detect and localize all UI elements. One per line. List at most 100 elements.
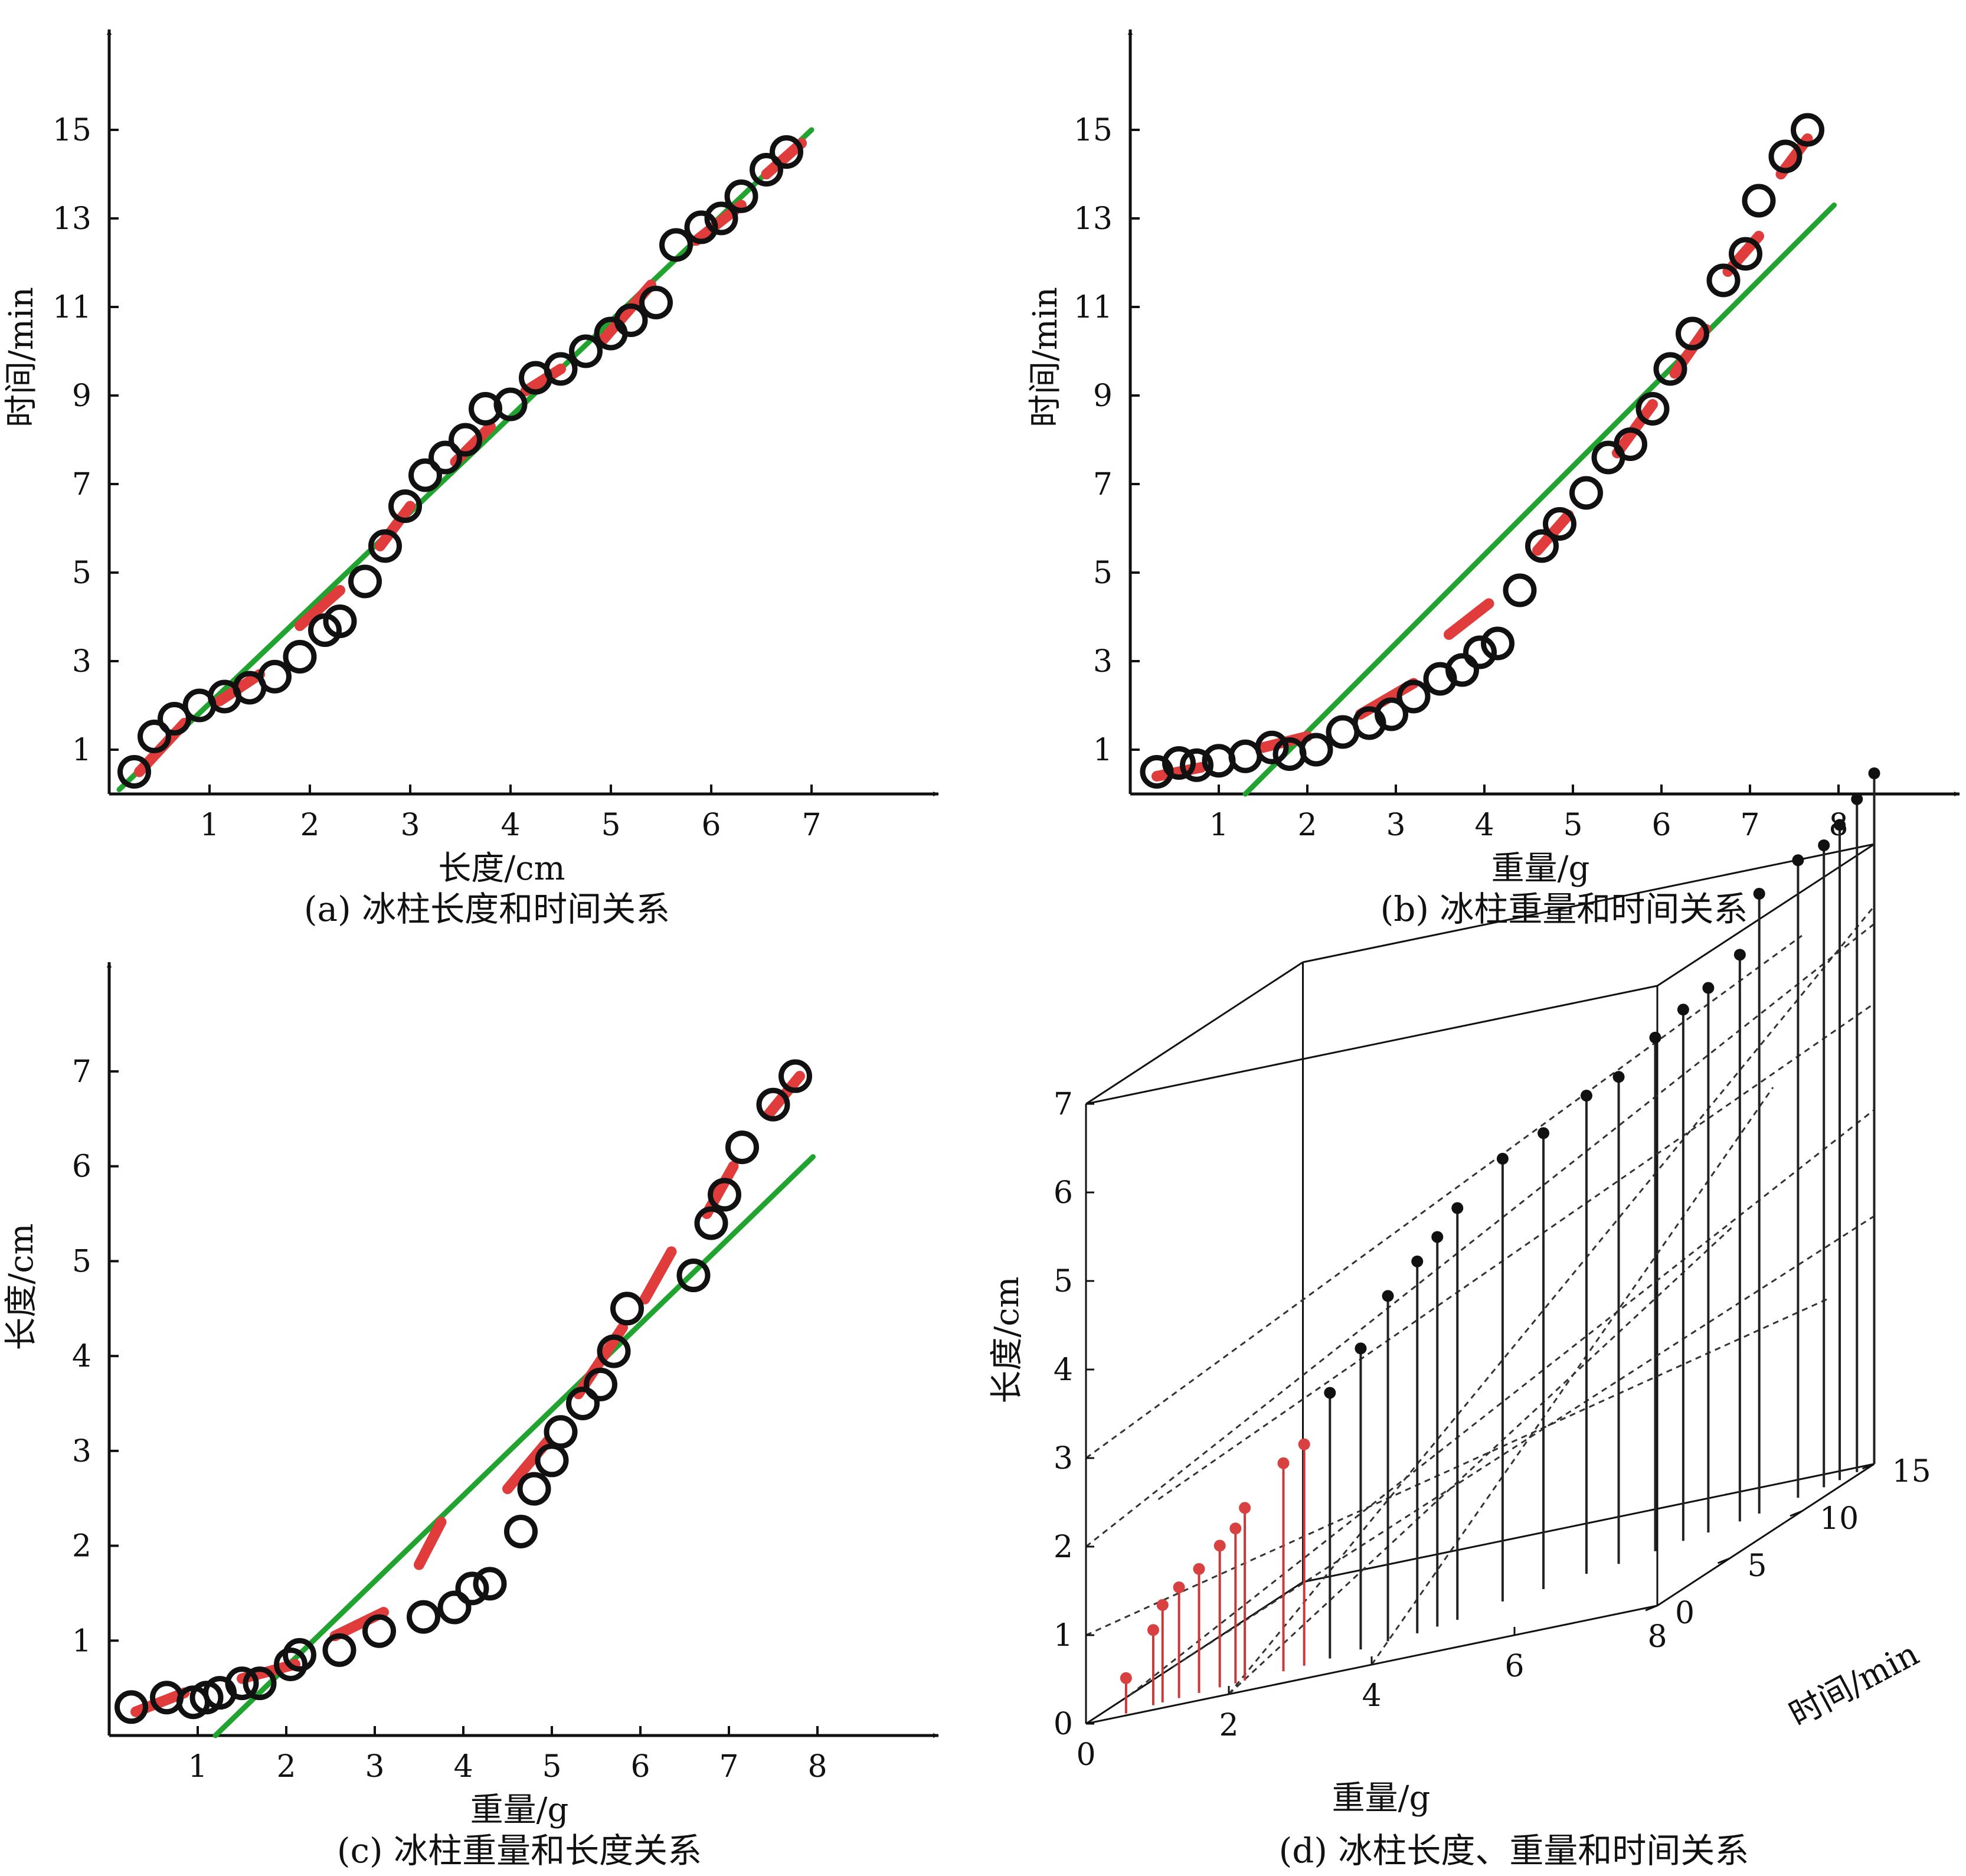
panel-a-data-point	[258, 659, 292, 694]
panel-c-xlabel: 重量/g	[470, 1791, 569, 1829]
panel-b-data-point	[1635, 392, 1670, 426]
panel-c-xtick-label: 5	[542, 1749, 561, 1785]
panel-c-data-point	[504, 1514, 538, 1548]
panel-b-data-point	[1543, 507, 1576, 541]
panel-a-data-point	[428, 440, 462, 475]
panel-c-ytick-label: 3	[72, 1434, 91, 1469]
panel-a-length-time: (a) 冰柱长度和时间关系 长度/cm 时间/min 1 2 3 4 5 6 7135791…	[2, 29, 939, 929]
panel-b-xtick-label: 5	[1563, 808, 1582, 843]
panel-a-ylabel: 时间/min	[2, 287, 41, 427]
panel-d-caption: (d) 冰柱长度、重量和时间关系	[1279, 1831, 1749, 1871]
panel-c-dash-segment	[701, 1161, 739, 1220]
panel-a-data-point	[684, 210, 718, 244]
panel-a-data-point	[750, 153, 783, 187]
panel-d-stem-marker	[1156, 1599, 1169, 1611]
panel-c-data-point	[283, 1638, 316, 1672]
panel-d-ytick-label: 15	[1892, 1454, 1931, 1489]
panel-c-data-point	[243, 1666, 277, 1701]
panel-d-box-edge	[1085, 961, 1304, 1105]
panel-b-data-point	[1706, 263, 1741, 298]
panel-d-ztick-label: 3	[1054, 1441, 1073, 1476]
panel-d-3d-stem: (d) 冰柱长度、重量和时间关系 重量/g 长度/cm 时间/min 0 1 2 3 4…	[988, 767, 1931, 1871]
panel-a-dash-segment	[295, 585, 345, 631]
panel-d-stem-marker	[1213, 1540, 1226, 1552]
panel-b-ytick-label: 3	[1093, 644, 1113, 679]
panel-c-ytick-label: 5	[72, 1244, 91, 1279]
panel-a-data-point	[117, 755, 151, 789]
panel-b-data-point	[1255, 730, 1289, 764]
panel-d-stem-marker	[1649, 1031, 1661, 1044]
panel-d-stem-marker	[1834, 819, 1846, 831]
panel-c-data-point	[455, 1571, 489, 1606]
panel-d-stem-marker	[1792, 854, 1804, 867]
panel-a-data-point	[639, 286, 673, 319]
panel-d-dashed-line	[1128, 1109, 1875, 1697]
panel-c-xtick-label: 6	[630, 1749, 650, 1785]
panel-a-dash-segment	[214, 669, 265, 707]
panel-c-data-point	[225, 1666, 259, 1701]
panel-a-ytick-label: 9	[72, 378, 91, 414]
panel-b-data-point	[1503, 573, 1537, 607]
panel-c-data-point	[708, 1178, 741, 1212]
panel-a-ytick-label: 13	[53, 201, 91, 237]
panel-a-xtick-label: 7	[802, 808, 821, 843]
panel-b-data-point	[1525, 529, 1559, 563]
panel-c-data-point	[362, 1614, 396, 1648]
panel-a-dash-segment	[375, 501, 416, 551]
panel-b-data-point	[1463, 635, 1497, 669]
panel-c-ytick-label: 6	[72, 1149, 91, 1185]
panel-c-data-point	[473, 1567, 507, 1601]
panel-d-xtick-label: 4	[1362, 1678, 1381, 1714]
panel-c-data-point	[584, 1367, 617, 1401]
panel-d-stem-marker	[1173, 1581, 1185, 1593]
panel-a-data-point	[408, 458, 442, 492]
panel-d-ytick-label: 0	[1675, 1596, 1695, 1631]
panel-b-ylabel: 时间/min	[1026, 287, 1065, 427]
panel-b-ytick-label: 7	[1093, 467, 1113, 502]
panel-a-data-point	[449, 423, 482, 457]
panel-d-stem-marker	[1753, 888, 1765, 900]
panel-a-dash-segment	[761, 138, 807, 179]
panel-d-stem-marker	[1324, 1387, 1336, 1399]
panel-b-weight-time: (b) 冰柱重量和时间关系 重量/g 时间/min 12345678135791…	[1026, 29, 1960, 929]
panel-d-ytick-mark	[1717, 1557, 1731, 1564]
panel-b-data-point	[1569, 476, 1603, 510]
panel-a-data-point	[158, 702, 191, 736]
panel-a-ytick-label: 3	[72, 644, 91, 679]
panel-d-box-edge	[1303, 843, 1875, 963]
panel-d-stem-marker	[1411, 1255, 1424, 1267]
panel-d-dashed-line	[1228, 1227, 1732, 1695]
panel-c-xtick-label: 3	[365, 1749, 384, 1785]
panel-b-dash-segment	[1444, 598, 1494, 640]
panel-b-data-point	[1299, 733, 1333, 767]
panel-c-ytick-label: 4	[72, 1339, 91, 1374]
panel-d-stem-marker	[1277, 1457, 1290, 1469]
panel-d-stem-marker	[1298, 1438, 1310, 1450]
panel-a-data-point	[368, 529, 402, 563]
panel-b-xtick-label: 7	[1740, 808, 1759, 843]
panel-d-dashed-line	[1085, 934, 1803, 1459]
panel-c-xtick-label: 1	[188, 1749, 207, 1785]
panel-a-xtick-label: 2	[300, 808, 319, 843]
panel-c-xtick-label: 2	[276, 1749, 296, 1785]
panel-d-box-edge	[1657, 1463, 1875, 1607]
panel-c-xtick-label: 8	[807, 1749, 827, 1785]
panel-c-ytick-label: 1	[72, 1623, 91, 1659]
panel-b-data-point	[1180, 748, 1213, 782]
panel-c-dash-segment	[414, 1517, 447, 1570]
panel-a-ytick-label: 11	[53, 290, 91, 325]
panel-d-box-edge	[1303, 1463, 1875, 1583]
panel-d-xtick-label: 0	[1076, 1737, 1095, 1773]
panel-d-ytick-label: 10	[1820, 1501, 1859, 1537]
panel-a-data-point	[724, 179, 758, 213]
panel-a-xtick-label: 6	[701, 808, 721, 843]
panel-c-data-point	[115, 1690, 148, 1724]
panel-a-data-point	[323, 604, 357, 638]
panel-a-data-point	[138, 720, 171, 753]
panel-d-stem-marker	[1229, 1522, 1242, 1535]
panel-d-ztick-label: 1	[1054, 1618, 1073, 1653]
panel-d-stem-marker	[1451, 1202, 1464, 1214]
panel-b-xlabel: 重量/g	[1491, 849, 1590, 888]
panel-d-stem-marker	[1382, 1290, 1394, 1302]
panel-d-stem-marker	[1612, 1071, 1625, 1083]
